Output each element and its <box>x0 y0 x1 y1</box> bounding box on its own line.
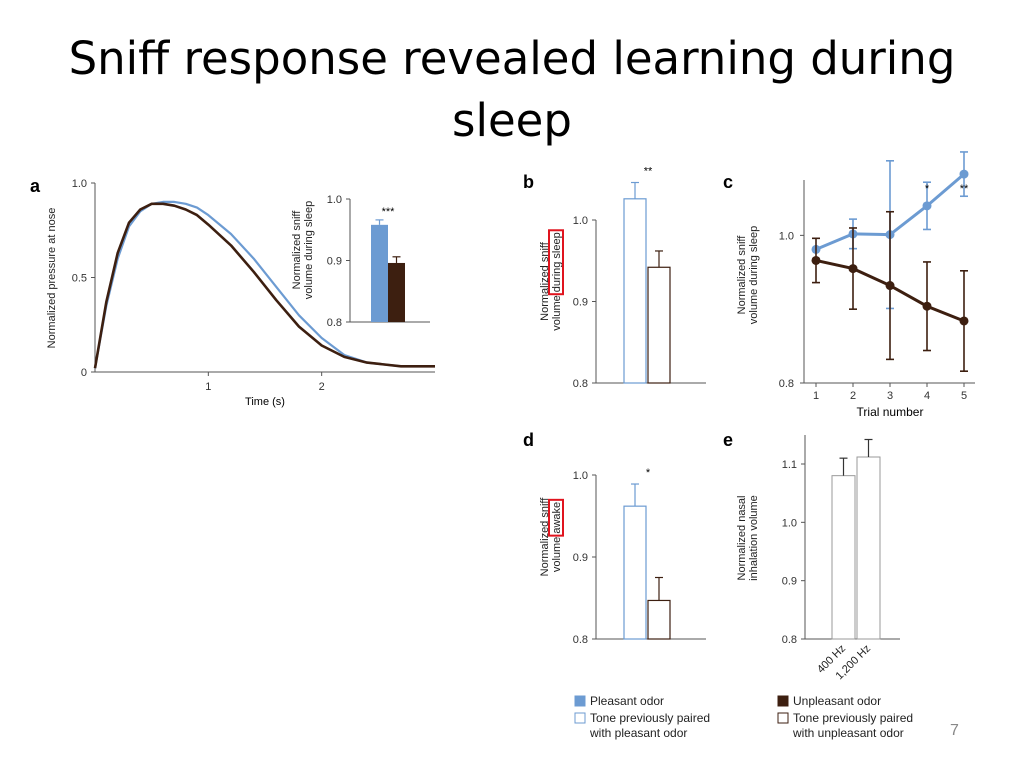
legend-pleasant-odor-label: Pleasant odor <box>590 694 664 708</box>
y-axis-label-line: Normalized sniff <box>736 235 748 315</box>
y-tick-label: 0.8 <box>782 634 797 646</box>
y-tick-label: 1.0 <box>573 215 588 227</box>
y-axis-label: Normalized sniff volume awake <box>539 497 564 576</box>
data-point-pleasant <box>959 169 969 179</box>
inset-y-label: Normalized sniff volume during sleep <box>291 201 315 299</box>
series-line-pleasant <box>93 200 435 369</box>
bar <box>856 456 881 640</box>
data-point-unpleasant <box>885 281 895 291</box>
x-tick-label: 1 <box>813 390 819 402</box>
significance: * <box>646 467 651 479</box>
legend-tone-pleasant-label: Tone previously paired <box>590 711 710 725</box>
y-axis-label-line: Normalized nasal <box>736 496 748 581</box>
bar <box>623 505 647 640</box>
y-tick-label: 0.5 <box>72 273 87 285</box>
y-tick-label: 0 <box>81 367 87 379</box>
page-number: 7 <box>950 722 959 739</box>
panel-label-e: e <box>723 430 733 450</box>
x-tick-label: 2 <box>319 381 325 393</box>
significance: ** <box>960 183 969 195</box>
data-point-unpleasant <box>922 301 932 311</box>
y-tick-label: 0.9 <box>573 297 588 309</box>
data-point-unpleasant <box>848 264 858 274</box>
y-tick-label: 0.9 <box>573 552 588 564</box>
inset-significance: *** <box>382 206 396 218</box>
bar <box>647 266 671 384</box>
inset-bar <box>388 262 405 322</box>
x-axis-label: Time (s) <box>245 396 285 408</box>
x-axis-label: Trial number <box>857 405 924 419</box>
x-tick-label: 3 <box>887 390 893 402</box>
y-axis-label-line2: volume during sleep <box>551 232 563 330</box>
y-tick-label: 1.0 <box>782 517 797 529</box>
y-tick-label: 1.1 <box>782 459 797 471</box>
x-tick-label: 1 <box>205 381 211 393</box>
series-line-unpleasant <box>93 202 435 369</box>
panel-label-a: a <box>30 176 41 196</box>
y-tick-label: 1.0 <box>573 470 588 482</box>
y-tick-label: 0.8 <box>573 634 588 646</box>
y-axis-label: Normalized pressure at nose <box>46 208 58 349</box>
y-axis-label: Normalized sniff volume during sleep <box>539 229 564 331</box>
y-axis-label: Normalized nasal inhalation volume <box>736 495 760 581</box>
x-tick-label: 5 <box>961 390 967 402</box>
significance: * <box>925 183 930 195</box>
legend-tone-pleasant-swatch <box>574 712 586 724</box>
y-tick-label: 1.0 <box>779 230 794 242</box>
legend-unpleasant-odor-label: Unpleasant odor <box>793 694 881 708</box>
legend-tone-unpleasant-swatch <box>777 712 789 724</box>
y-tick-label: 1.0 <box>327 194 342 206</box>
y-axis-label-line: volume during sleep <box>748 226 760 324</box>
y-axis-label-line: inhalation volume <box>748 495 760 581</box>
x-tick-label: 2 <box>850 390 856 402</box>
legend-tone-unpleasant-label: with unpleasant odor <box>792 726 904 740</box>
bar <box>831 475 856 640</box>
inset-y-label-line: Normalized sniff <box>291 210 303 290</box>
y-axis-label-line2: volume awake <box>551 502 563 572</box>
legend-unpleasant-odor-swatch <box>777 695 789 707</box>
y-axis-label-line: Normalized pressure at nose <box>46 208 58 349</box>
y-tick-label: 1.0 <box>72 178 87 190</box>
slide-title: Sniff response revealed learning during … <box>68 32 956 147</box>
y-tick-label: 0.9 <box>782 576 797 588</box>
data-point-pleasant <box>922 201 932 211</box>
highlight-box <box>548 229 564 296</box>
panel-label-b: b <box>523 172 534 192</box>
data-point-unpleasant <box>959 316 969 326</box>
legend-pleasant-odor-swatch <box>574 695 586 707</box>
x-tick-label: 4 <box>924 390 930 402</box>
y-tick-label: 0.8 <box>327 317 342 329</box>
y-tick-label: 0.9 <box>327 256 342 268</box>
data-point-unpleasant <box>811 255 821 265</box>
bar <box>623 198 647 384</box>
y-axis-label: Normalized sniff volume during sleep <box>736 226 760 324</box>
legend-tone-unpleasant-label: Tone previously paired <box>793 711 913 725</box>
significance: ** <box>644 166 653 178</box>
panel-label-c: c <box>723 172 733 192</box>
inset-y-label-line: volume during sleep <box>303 201 315 299</box>
legend-tone-pleasant-label: with pleasant odor <box>589 726 687 740</box>
bar <box>647 599 671 640</box>
highlight-box <box>548 498 564 537</box>
y-tick-label: 0.8 <box>779 378 794 390</box>
y-tick-label: 0.8 <box>573 378 588 390</box>
panel-label-d: d <box>523 430 534 450</box>
inset-bar <box>371 224 388 322</box>
